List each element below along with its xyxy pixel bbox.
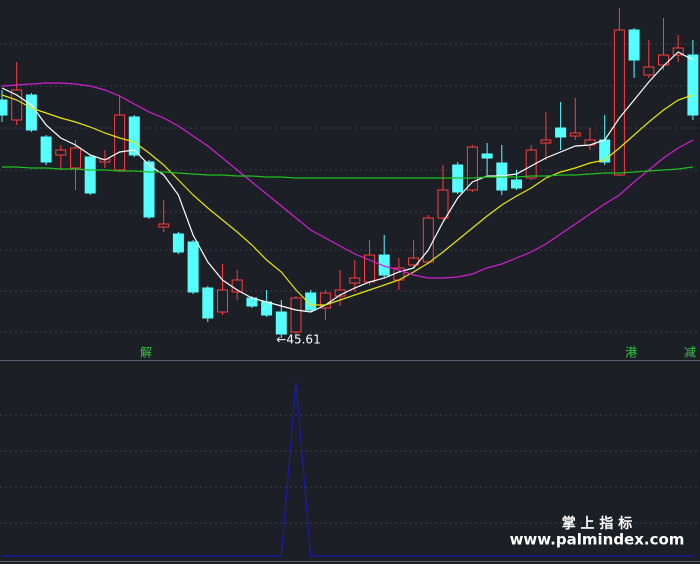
- candle-body: [261, 301, 273, 316]
- candle-body: [628, 29, 640, 61]
- candle-body: [84, 156, 96, 194]
- candle-body: [305, 292, 317, 311]
- candle-body: [128, 116, 140, 156]
- signal-label: 解: [140, 346, 152, 360]
- watermark-url: www.palmindex.com: [510, 531, 685, 549]
- candle-body: [172, 233, 184, 253]
- watermark-title: 掌 上 指 标: [562, 515, 633, 532]
- candle-body: [11, 89, 23, 121]
- moving-average-line: [1, 51, 694, 313]
- candle-body: [511, 179, 522, 189]
- candle-body: [319, 292, 331, 309]
- candle-body: [0, 99, 8, 116]
- candle-body: [643, 66, 655, 76]
- candle-body: [40, 136, 52, 163]
- candle-body: [290, 297, 302, 333]
- candle-body: [202, 287, 214, 319]
- candle-body: [687, 54, 699, 116]
- candle-body: [481, 153, 493, 159]
- signal-label: 港: [625, 346, 637, 360]
- candle-body: [217, 289, 228, 313]
- candle-body: [70, 147, 81, 169]
- signal-label: 减: [684, 346, 696, 360]
- candle-body: [143, 161, 155, 218]
- moving-average-line: [1, 82, 694, 279]
- low-label: ←45.61: [276, 333, 320, 347]
- candle-body: [25, 94, 37, 131]
- candle-body: [613, 29, 625, 176]
- candle-body: [378, 254, 390, 276]
- moving-average-line: [1, 94, 694, 306]
- moving-average-line: [2, 166, 693, 179]
- candle-body: [158, 223, 170, 228]
- indicator-line: [2, 382, 693, 557]
- candle-body: [658, 54, 669, 66]
- candle-body: [555, 127, 567, 138]
- candle-body: [275, 311, 287, 335]
- candle-body: [540, 139, 552, 144]
- candle-body: [525, 149, 537, 179]
- candle-body: [422, 217, 434, 263]
- candle-body: [187, 241, 199, 293]
- candle-body: [437, 189, 449, 219]
- candle-body: [114, 114, 126, 171]
- candle-body: [466, 146, 478, 191]
- candle-body: [55, 149, 67, 156]
- candle-body: [349, 277, 361, 284]
- candle-body: [599, 139, 611, 163]
- candle-body: [569, 132, 581, 137]
- plot: 解 港 减 ←45.61: [0, 8, 699, 557]
